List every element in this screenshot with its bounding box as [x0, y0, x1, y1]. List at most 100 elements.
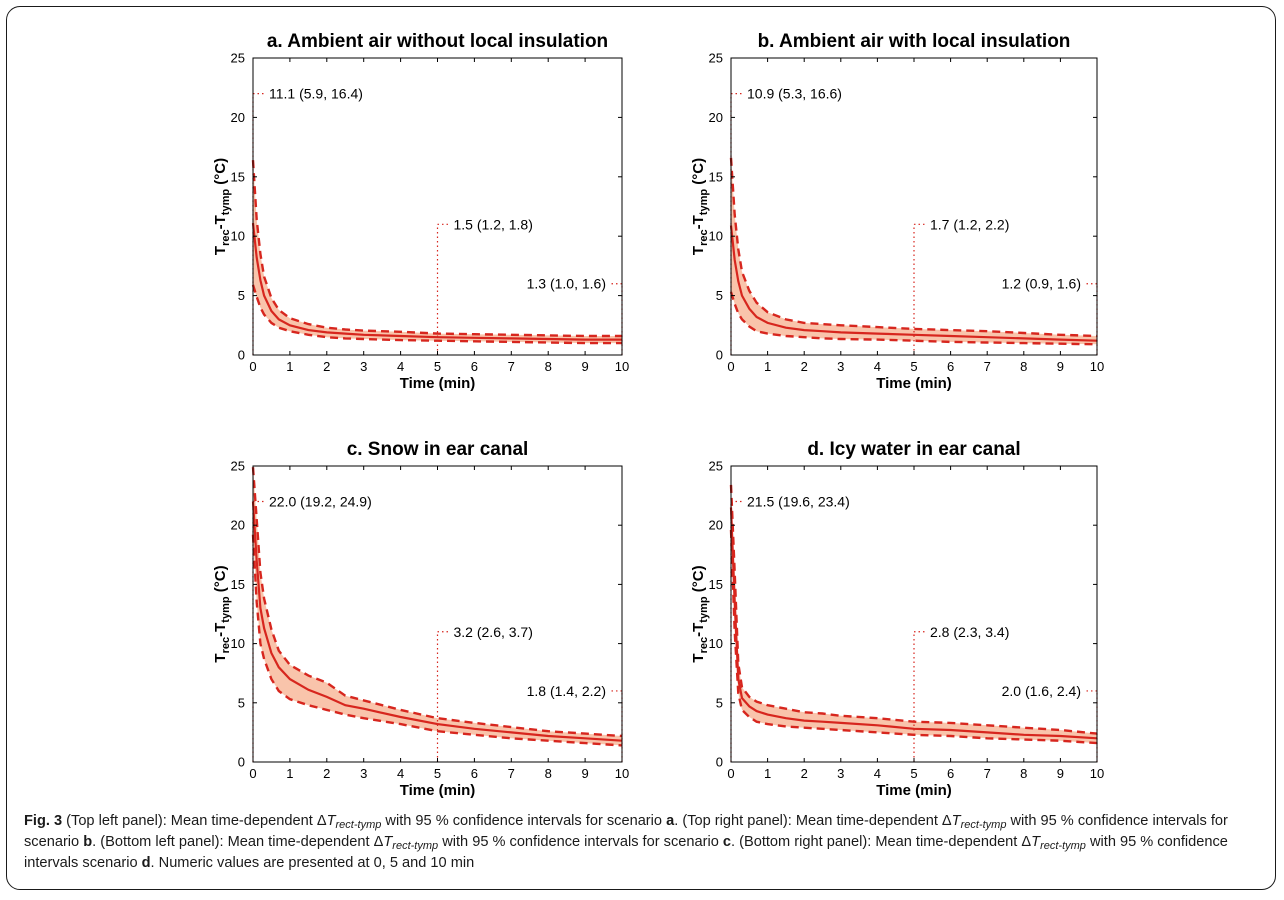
caption-subscript: rect-tymp — [335, 819, 382, 831]
annotation-label: 11.1 (5.9, 16.4) — [269, 86, 363, 102]
lower-ci-line — [251, 534, 623, 747]
y-tick-label: 20 — [709, 518, 723, 533]
annotation-label: 2.0 (1.6, 2.4) — [1002, 683, 1081, 699]
y-tick-label: 25 — [231, 51, 245, 66]
caption-text: . (Bottom right panel): Mean time-depend… — [731, 834, 1032, 850]
annotation-label: 21.5 (19.6, 23.4) — [747, 494, 850, 510]
x-tick-label: 10 — [1090, 766, 1104, 781]
x-tick-label: 7 — [984, 766, 991, 781]
y-axis-label: Trec-Ttymp (°C) — [212, 158, 232, 255]
confidence-band — [253, 160, 622, 344]
y-tick-label: 20 — [709, 110, 723, 125]
figure-frame — [6, 6, 1276, 890]
y-tick-label: 0 — [716, 348, 723, 363]
caption-text: with 95 % confidence intervals for scena… — [24, 813, 1228, 850]
caption-fig-label: Fig. 3 — [24, 813, 63, 829]
y-tick-label: 0 — [238, 755, 245, 770]
y-tick-label: 5 — [716, 695, 723, 710]
x-tick-label: 9 — [1057, 359, 1064, 374]
annotation-label: 22.0 (19.2, 24.9) — [269, 494, 372, 510]
y-tick-label: 20 — [231, 518, 245, 533]
y-tick-label: 10 — [709, 229, 723, 244]
y-tick-label: 15 — [231, 577, 245, 592]
caption-scenario-c: c — [722, 834, 731, 850]
caption-scenario-b: b — [83, 834, 93, 850]
caption-subscript: rect-tymp — [960, 819, 1007, 831]
caption-text: with 95 % confidence intervals for scena… — [438, 834, 723, 850]
y-tick-label: 0 — [716, 755, 723, 770]
annotation-label: 3.2 (2.6, 3.7) — [454, 624, 533, 640]
caption-symbol: T — [326, 813, 336, 829]
x-tick-label: 4 — [874, 766, 881, 781]
x-tick-label: 5 — [434, 766, 441, 781]
x-tick-label: 9 — [1057, 766, 1064, 781]
x-tick-label: 5 — [434, 359, 441, 374]
x-tick-label: 5 — [910, 766, 917, 781]
chart-panel-b: 10.9 (5.3, 16.6) 1.7 (1.2, 2.2) 1.2 (0.9, … — [690, 31, 1104, 392]
x-tick-label: 7 — [984, 359, 991, 374]
mean-line — [251, 501, 623, 742]
caption-scenario-d: d — [141, 855, 151, 871]
y-axis-label: Trec-Ttymp (°C) — [212, 565, 232, 662]
x-tick-label: 2 — [323, 766, 330, 781]
x-tick-label: 4 — [874, 359, 881, 374]
y-tick-label: 15 — [709, 169, 723, 184]
x-tick-label: 2 — [323, 359, 330, 374]
lower-ci-line — [729, 529, 1098, 745]
x-axis-label: Time (min) — [400, 375, 476, 392]
y-tick-label: 10 — [231, 229, 245, 244]
mean-line — [251, 222, 622, 341]
y-tick-label: 5 — [716, 288, 723, 303]
annotation-label: 1.7 (1.2, 2.2) — [930, 216, 1009, 232]
confidence-band — [731, 157, 1097, 345]
y-tick-label: 5 — [238, 695, 245, 710]
panel-title: c. Snow in ear canal — [347, 439, 529, 460]
x-tick-label: 10 — [1090, 359, 1104, 374]
caption-text: with 95 % confidence intervals scenario — [24, 834, 1228, 871]
caption-text: . (Bottom left panel): Mean time-depende… — [92, 834, 384, 850]
annotation-label: 10.9 (5.3, 16.6) — [747, 86, 842, 102]
upper-ci-line — [251, 467, 623, 738]
mean-line — [729, 225, 1098, 342]
caption-symbol: T — [951, 813, 961, 829]
x-tick-label: 5 — [910, 359, 917, 374]
x-tick-label: 3 — [360, 359, 367, 374]
x-tick-label: 1 — [764, 766, 771, 781]
annotation-label: 1.2 (0.9, 1.6) — [1002, 276, 1081, 292]
annotation-label: 1.8 (1.4, 2.2) — [527, 683, 606, 699]
annotation-label: 2.8 (2.3, 3.4) — [930, 624, 1009, 640]
y-tick-label: 15 — [231, 169, 245, 184]
x-tick-label: 10 — [615, 359, 629, 374]
plot-area-frame — [252, 57, 623, 356]
x-tick-label: 9 — [581, 359, 588, 374]
x-tick-label: 10 — [615, 766, 629, 781]
lower-ci-line — [251, 284, 622, 345]
x-tick-label: 3 — [837, 766, 844, 781]
caption-text: . (Top right panel): Mean time-dependent… — [674, 813, 952, 829]
lower-ci-line — [729, 291, 1098, 346]
x-tick-label: 8 — [1020, 359, 1027, 374]
x-tick-label: 9 — [581, 766, 588, 781]
x-tick-label: 6 — [471, 359, 478, 374]
x-tick-label: 2 — [801, 359, 808, 374]
panel-title: a. Ambient air without local insulation — [267, 31, 608, 52]
upper-ci-line — [729, 157, 1098, 338]
caption-symbol: T — [383, 834, 393, 850]
y-axis-label: Trec-Ttymp (°C) — [690, 565, 710, 662]
y-tick-label: 25 — [709, 459, 723, 474]
x-axis-label: Time (min) — [876, 375, 952, 392]
y-axis-label: Trec-Ttymp (°C) — [690, 158, 710, 255]
chart-panel-c: 22.0 (19.2, 24.9) 3.2 (2.6, 3.7) 1.8 (1.4,… — [212, 439, 629, 799]
panel-title: d. Icy water in ear canal — [807, 439, 1020, 460]
x-tick-label: 6 — [471, 766, 478, 781]
x-tick-label: 0 — [249, 359, 256, 374]
x-tick-label: 1 — [286, 766, 293, 781]
y-tick-label: 25 — [709, 51, 723, 66]
annotation-label: 1.5 (1.2, 1.8) — [454, 216, 533, 232]
mean-line — [729, 507, 1098, 740]
caption-text: (Top left panel): Mean time-dependent Δ — [62, 813, 327, 829]
x-tick-label: 4 — [397, 359, 404, 374]
x-tick-label: 7 — [508, 766, 515, 781]
x-tick-label: 7 — [508, 359, 515, 374]
y-tick-label: 10 — [231, 636, 245, 651]
